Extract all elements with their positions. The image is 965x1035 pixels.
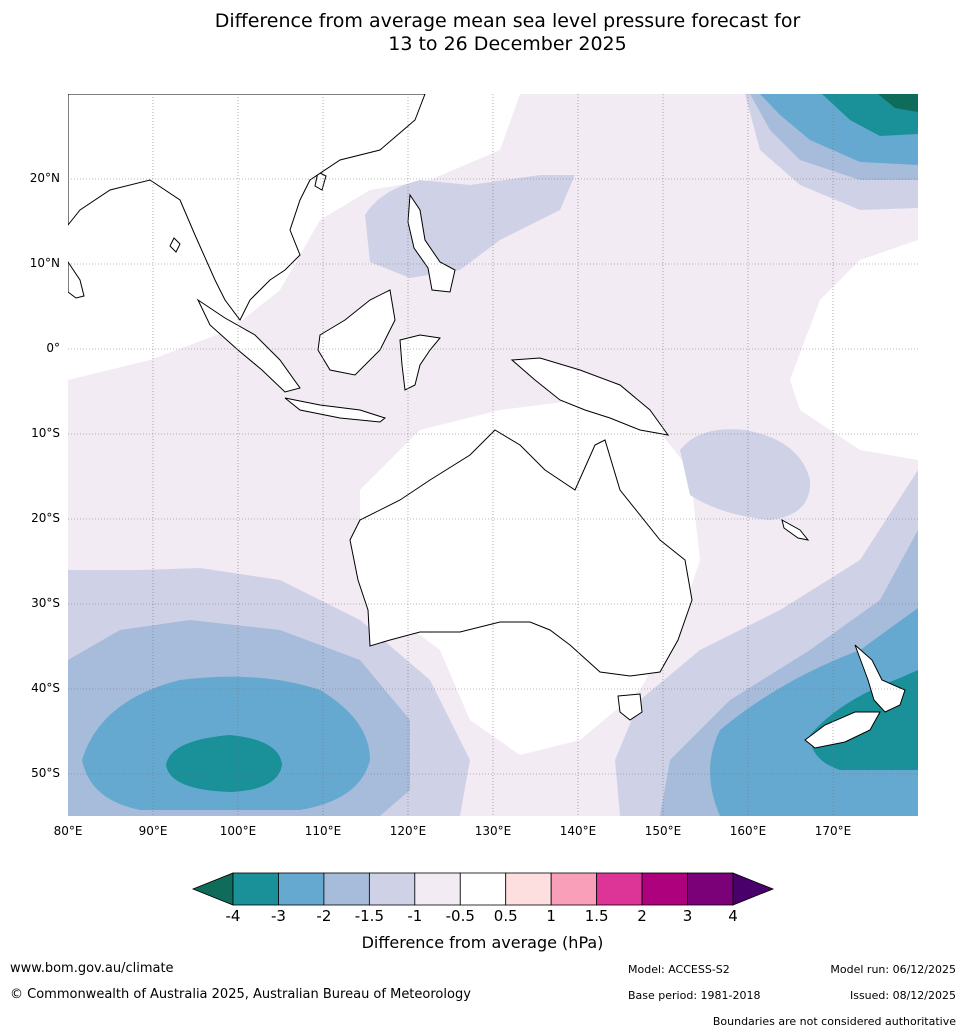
neutral-zone-pacific-east (790, 240, 918, 460)
coastline-new-caledonia (781, 519, 810, 541)
lon-label-150e: 150°E (644, 824, 682, 838)
coastlines (68, 94, 906, 749)
footer-website[interactable]: www.bom.gov.au/climate (10, 961, 174, 976)
lon-label-80e: 80°E (53, 824, 83, 838)
footer-issued: Issued: 08/12/2025 (849, 989, 956, 1002)
colorbar-tick-label: 2 (637, 907, 647, 925)
lon-label-100e: 100°E (219, 824, 257, 838)
map-layer (68, 94, 918, 816)
colorbar-tick-label: -1 (407, 907, 423, 925)
title-line-1: Difference from average mean sea level p… (214, 10, 801, 32)
colorbar-segments (191, 872, 775, 906)
colorbar-segment (414, 872, 461, 906)
coastline-new-zealand-north (854, 644, 906, 713)
coastline-sumatra (196, 298, 301, 393)
anomaly-band-coral-sea (680, 429, 811, 520)
anomaly-core-indian-ocean (166, 735, 282, 792)
lon-label-120e: 120°E (389, 824, 427, 838)
colorbar-label: Difference from average (hPa) (361, 933, 604, 952)
lon-label-110e: 110°E (304, 824, 342, 838)
colorbar-tick-label: 3 (682, 907, 693, 925)
colorbar-tick-label: -2 (316, 907, 332, 925)
lon-label-170e: 170°E (814, 824, 852, 838)
lon-label-140e: 140°E (559, 824, 597, 838)
lat-label-40s: 40°S (31, 681, 60, 695)
colorbar-segment (232, 872, 279, 906)
coastline-sri-lanka (169, 237, 181, 253)
lat-label-50s: 50°S (31, 766, 60, 780)
coastline-philippines (407, 193, 456, 293)
colorbar-tick-label: 1.5 (584, 907, 609, 925)
colorbar-segment (505, 872, 552, 906)
colorbar-tick-label: -3 (270, 907, 286, 925)
anomaly-extreme-north-pacific (878, 94, 918, 112)
lat-label-10s: 10°S (31, 426, 60, 440)
colorbar-tick-label: 0.5 (493, 907, 518, 925)
lat-label-10n: 10°N (29, 256, 60, 270)
coastline-india-tip (68, 261, 85, 299)
coastline-new-guinea (510, 357, 670, 436)
colorbar-tick-label: 4 (728, 907, 738, 925)
lon-label-160e: 160°E (729, 824, 767, 838)
lat-label-20n: 20°N (29, 171, 60, 185)
coastline-java (284, 397, 387, 423)
lat-label-20s: 20°S (31, 511, 60, 525)
colorbar-tick-label: -1.5 (354, 907, 384, 925)
footer-model: Model: ACCESS-S2 (628, 963, 730, 976)
colorbar-segment (687, 872, 734, 906)
colorbar-tick-label: -0.5 (445, 907, 475, 925)
footer-disclaimer: Boundaries are not considered authoritat… (712, 1015, 956, 1028)
coastline-borneo (317, 289, 396, 376)
lat-label-0: 0° (46, 341, 60, 355)
colorbar-segment (641, 872, 688, 906)
lon-label-130e: 130°E (474, 824, 512, 838)
footer-model-run: Model run: 06/12/2025 (830, 963, 956, 976)
colorbar-segment (596, 872, 643, 906)
graticule (68, 94, 918, 816)
colorbar-segment (368, 872, 416, 906)
coastline-australia (349, 429, 693, 677)
footer-copyright: © Commonwealth of Australia 2025, Austra… (10, 987, 471, 1002)
lon-label-90e: 90°E (138, 824, 168, 838)
coastline-mainland-asia (68, 94, 426, 321)
colorbar-extend-high (732, 872, 775, 906)
colorbar-segment (550, 872, 598, 906)
coastline-new-zealand-south (804, 711, 881, 749)
colorbar-segment (323, 872, 370, 906)
colorbar-tick-label: 1 (546, 907, 556, 925)
lat-label-30s: 30°S (31, 596, 60, 610)
title-line-2: 13 to 26 December 2025 (388, 33, 627, 55)
footer-base-period: Base period: 1981-2018 (628, 989, 761, 1002)
pressure-anomaly-map (68, 94, 918, 816)
colorbar-segment (459, 872, 507, 906)
chart-title: Difference from average mean sea level p… (0, 10, 965, 56)
colorbar-extend-low (191, 872, 234, 906)
colorbar-tick-label: -4 (225, 907, 241, 925)
colorbar-segment (278, 872, 325, 906)
coastline-taiwan (314, 171, 327, 191)
coastline-tasmania (617, 693, 643, 721)
